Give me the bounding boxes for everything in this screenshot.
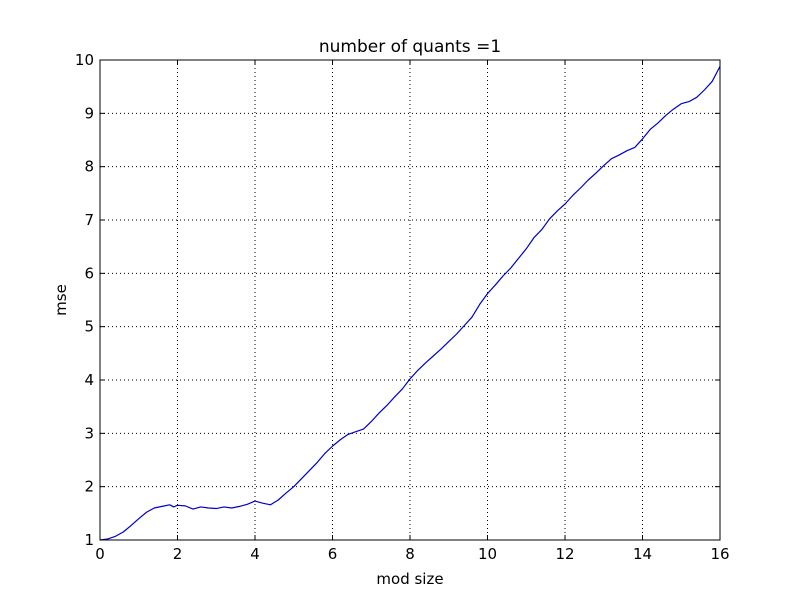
x-tick-label: 4 bbox=[250, 545, 260, 563]
grid-lines bbox=[100, 60, 720, 540]
x-tick-label: 16 bbox=[710, 545, 729, 563]
x-tick-label: 0 bbox=[95, 545, 105, 563]
y-tick-label: 9 bbox=[84, 104, 94, 122]
x-tick-label: 2 bbox=[173, 545, 183, 563]
series-lines bbox=[99, 66, 721, 541]
series-line bbox=[99, 66, 721, 541]
y-tick-label: 1 bbox=[84, 531, 94, 549]
x-tick-label: 14 bbox=[633, 545, 652, 563]
y-axis-label: mse bbox=[52, 284, 70, 316]
x-axis-label: mod size bbox=[376, 570, 443, 588]
axis-ticks bbox=[99, 59, 721, 541]
y-tick-label: 7 bbox=[84, 211, 94, 229]
y-tick-label: 4 bbox=[84, 371, 94, 389]
y-tick-label: 8 bbox=[84, 158, 94, 176]
x-tick-label: 8 bbox=[405, 545, 415, 563]
y-tick-label: 3 bbox=[84, 424, 94, 442]
x-tick-label: 6 bbox=[328, 545, 338, 563]
x-tick-label: 12 bbox=[555, 545, 574, 563]
y-tick-label: 2 bbox=[84, 478, 94, 496]
y-tick-label: 6 bbox=[84, 264, 94, 282]
chart-title: number of quants =1 bbox=[319, 37, 501, 57]
y-tick-label: 10 bbox=[75, 51, 94, 69]
x-tick-label: 10 bbox=[478, 545, 497, 563]
y-tick-label: 5 bbox=[84, 318, 94, 336]
